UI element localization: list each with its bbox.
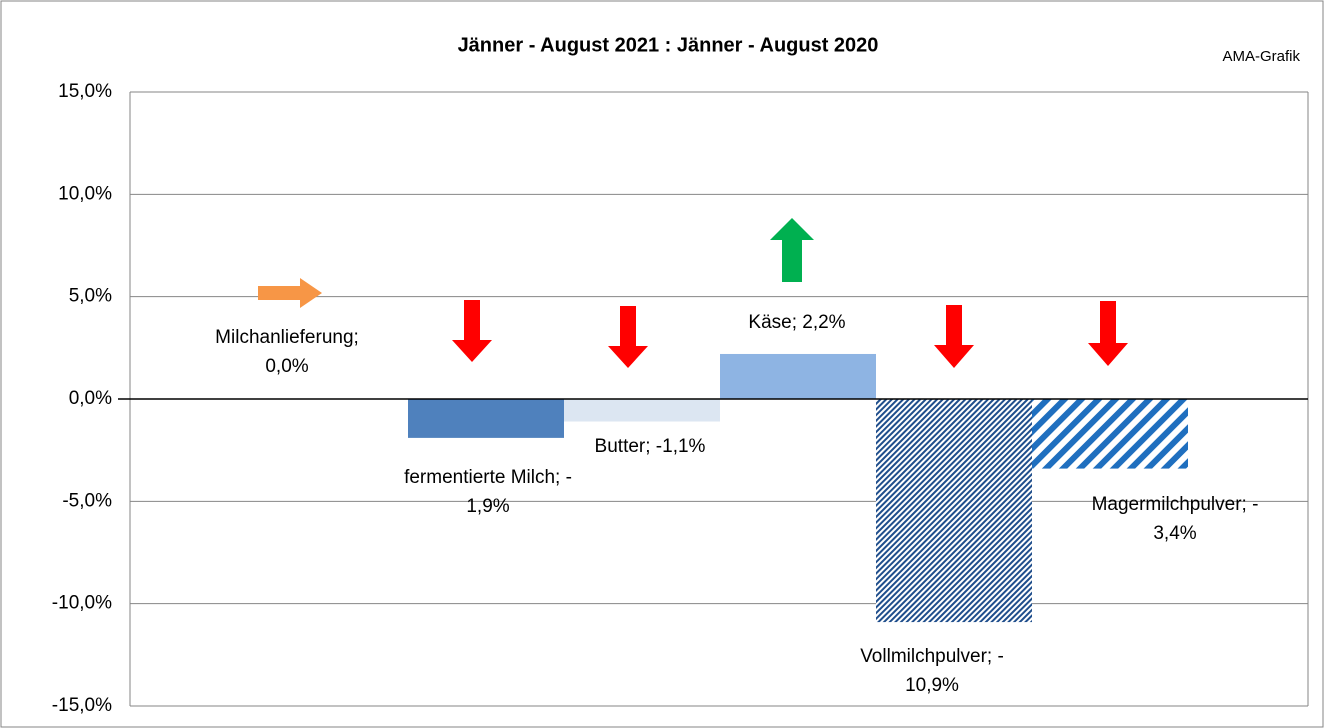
chart-title: Jänner - August 2021 : Jänner - August 2…: [458, 34, 879, 56]
bar: [876, 399, 1032, 623]
data-label: Käse; 2,2%: [748, 312, 845, 333]
y-tick-label: -10,0%: [52, 593, 112, 614]
y-tick-label: -15,0%: [52, 695, 112, 716]
arrow-down: [934, 305, 974, 368]
note: AMA-Grafik: [1222, 48, 1300, 65]
data-label: Milchanlieferung;: [215, 327, 359, 348]
data-label: fermentierte Milch; -: [404, 467, 572, 488]
data-label: Vollmilchpulver; -: [860, 646, 1004, 667]
y-tick-label: 15,0%: [58, 81, 112, 102]
y-tick-label: 10,0%: [58, 183, 112, 204]
data-label: 10,9%: [905, 675, 959, 696]
arrow-right: [258, 278, 322, 308]
bar: [408, 399, 564, 438]
y-tick-label: 0,0%: [69, 388, 112, 409]
y-tick-label: 5,0%: [69, 286, 112, 307]
arrows: [258, 218, 1128, 368]
arrow-up: [770, 218, 814, 282]
bar: [720, 353, 876, 399]
data-label: 0,0%: [265, 356, 308, 377]
arrow-down: [452, 300, 492, 362]
data-label: Magermilchpulver; -: [1092, 494, 1259, 515]
arrow-down: [1088, 301, 1128, 366]
data-label: 3,4%: [1153, 523, 1196, 544]
data-label: Butter; -1,1%: [595, 436, 706, 457]
y-tick-label: -5,0%: [62, 490, 112, 511]
arrow-down: [608, 306, 648, 368]
bar: [564, 399, 720, 422]
bar: [1032, 399, 1188, 469]
data-label: 1,9%: [466, 496, 509, 517]
plot-area: -15,0% -10,0% -5,0% 0,0% 5,0% 10,0% 15,0% Milch…: [52, 81, 1309, 716]
